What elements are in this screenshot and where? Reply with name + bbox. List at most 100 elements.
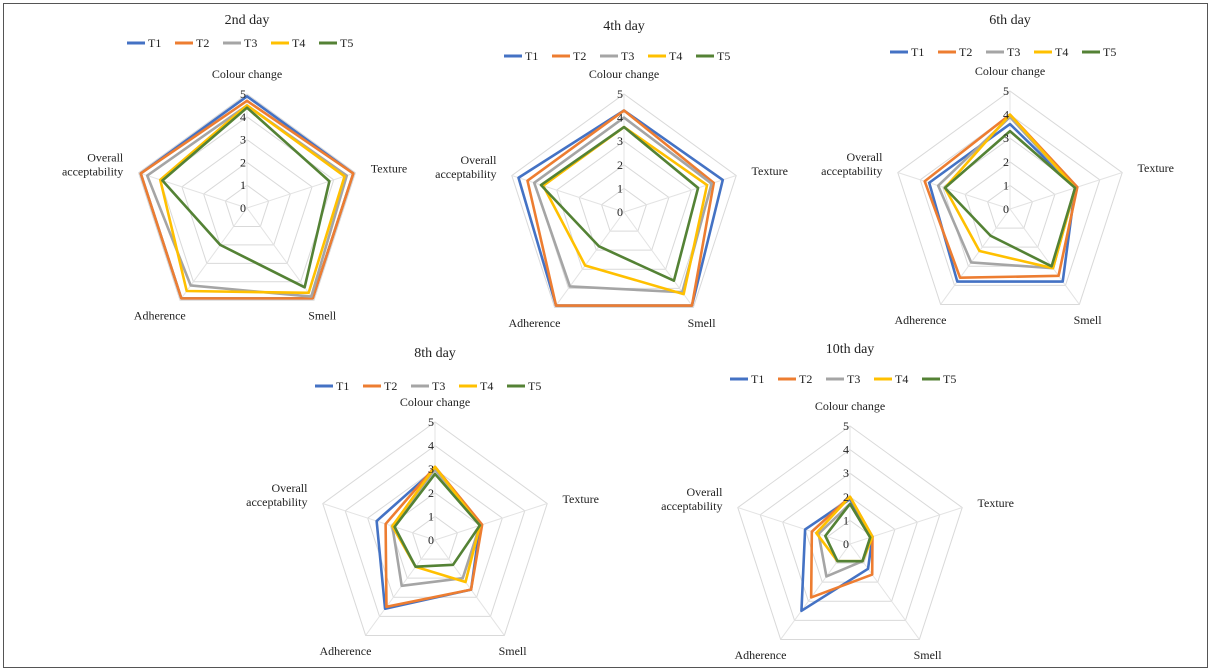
- axis-label: Overall acceptability: [435, 153, 497, 181]
- legend-label: T1: [525, 49, 538, 63]
- grid-ring: [203, 161, 291, 246]
- legend-label: T4: [480, 379, 493, 393]
- grid-ring: [578, 164, 670, 251]
- legend-label: T2: [573, 49, 586, 63]
- tick-label: 1: [617, 181, 623, 195]
- series-line-t5: [393, 472, 482, 569]
- legend-label: T5: [717, 49, 730, 63]
- series-line-t2: [526, 109, 716, 307]
- grid-ring: [897, 90, 1123, 305]
- legend-item-t4: T4: [1034, 45, 1068, 59]
- grid-ring: [759, 448, 941, 621]
- axis-label: Adherence: [134, 309, 186, 323]
- legend-item-t5: T5: [696, 49, 730, 63]
- grid-ring: [782, 472, 918, 602]
- grid-ring: [224, 184, 270, 227]
- tick-label: 0: [240, 201, 246, 215]
- series-line-t5: [161, 106, 331, 289]
- legend-label: T1: [751, 372, 764, 386]
- series-line-t3: [532, 116, 713, 294]
- tick-label: 4: [1003, 108, 1009, 122]
- tick-label: 2: [617, 158, 623, 172]
- axis-label: Colour change: [212, 67, 282, 81]
- legend-item-t2: T2: [175, 36, 209, 50]
- tick-label: 4: [240, 110, 246, 124]
- chart-title: 6th day: [989, 13, 1031, 28]
- axis-label: Texture: [1138, 161, 1174, 175]
- grid-spoke: [940, 208, 1011, 305]
- axis-label: Adherence: [734, 648, 786, 662]
- legend-label: T2: [196, 36, 209, 50]
- axis-label: Smell: [688, 316, 717, 330]
- tick-label: 3: [843, 466, 849, 480]
- chart-title: 8th day: [414, 346, 456, 361]
- legend-label: T4: [292, 36, 305, 50]
- legend-item-t1: T1: [127, 36, 161, 50]
- tick-label: 4: [617, 111, 623, 125]
- axis-label: Texture: [978, 496, 1014, 510]
- legend-label: T5: [1103, 45, 1116, 59]
- grid-spoke: [780, 543, 851, 640]
- legend-item-t2: T2: [938, 45, 972, 59]
- grid-spoke: [322, 503, 436, 541]
- axis-label: Adherence: [894, 313, 946, 327]
- grid-ring: [600, 187, 648, 232]
- axis-label: Texture: [371, 161, 407, 175]
- axis-label: Adherence: [319, 644, 371, 658]
- legend-label: T4: [895, 372, 908, 386]
- tick-label: 1: [1003, 178, 1009, 192]
- series-line-t5: [539, 125, 700, 283]
- tick-label: 2: [1003, 155, 1009, 169]
- grid-spoke: [434, 503, 548, 541]
- grid-spoke: [138, 172, 248, 209]
- tick-label: 4: [428, 439, 434, 453]
- legend-item-t1: T1: [890, 45, 924, 59]
- axis-label: Smell: [499, 644, 528, 658]
- grid-ring: [511, 93, 737, 308]
- grid-spoke: [849, 543, 920, 640]
- axis-label: Overall acceptability: [62, 150, 124, 178]
- grid-spoke: [623, 175, 737, 213]
- series-line-t5: [824, 502, 872, 563]
- legend-label: T2: [959, 45, 972, 59]
- tick-label: 5: [240, 87, 246, 101]
- radar-chart-4: 8th day T1 T2 T3 T4 T5 0 1 2 3 4 5 Colour change Text…: [246, 346, 599, 658]
- tick-label: 3: [428, 462, 434, 476]
- series-line-t4: [541, 125, 709, 296]
- grid-ring: [964, 161, 1056, 248]
- axis-label: Adherence: [508, 316, 560, 330]
- axis-label: Smell: [1074, 313, 1103, 327]
- grid-ring: [737, 425, 963, 640]
- legend-label: T5: [528, 379, 541, 393]
- axis-label: Smell: [914, 648, 943, 662]
- legend-item-t2: T2: [363, 379, 397, 393]
- legend-label: T1: [336, 379, 349, 393]
- tick-label: 5: [1003, 84, 1009, 98]
- legend-item-t5: T5: [507, 379, 541, 393]
- legend-label: T5: [340, 36, 353, 50]
- legend-label: T1: [148, 36, 161, 50]
- legend-label: T3: [1007, 45, 1020, 59]
- legend-item-t3: T3: [600, 49, 634, 63]
- legend-item-t3: T3: [986, 45, 1020, 59]
- grid-ring: [556, 140, 692, 270]
- series-line-t4: [943, 113, 1077, 270]
- tick-label: 3: [240, 133, 246, 147]
- legend-item-t4: T4: [459, 379, 493, 393]
- legend-item-t1: T1: [504, 49, 538, 63]
- legend-label: T1: [911, 45, 924, 59]
- legend-label: T4: [1055, 45, 1068, 59]
- chart-title: 10th day: [826, 342, 875, 357]
- legend-label: T3: [244, 36, 257, 50]
- legend-item-t1: T1: [315, 379, 349, 393]
- series-line-t2: [384, 465, 484, 609]
- tick-label: 0: [428, 533, 434, 547]
- tick-label: 2: [240, 155, 246, 169]
- legend-label: T3: [432, 379, 445, 393]
- grid-spoke: [365, 539, 436, 636]
- legend-label: T2: [799, 372, 812, 386]
- tick-label: 0: [617, 205, 623, 219]
- legend-item-t4: T4: [648, 49, 682, 63]
- legend-label: T5: [943, 372, 956, 386]
